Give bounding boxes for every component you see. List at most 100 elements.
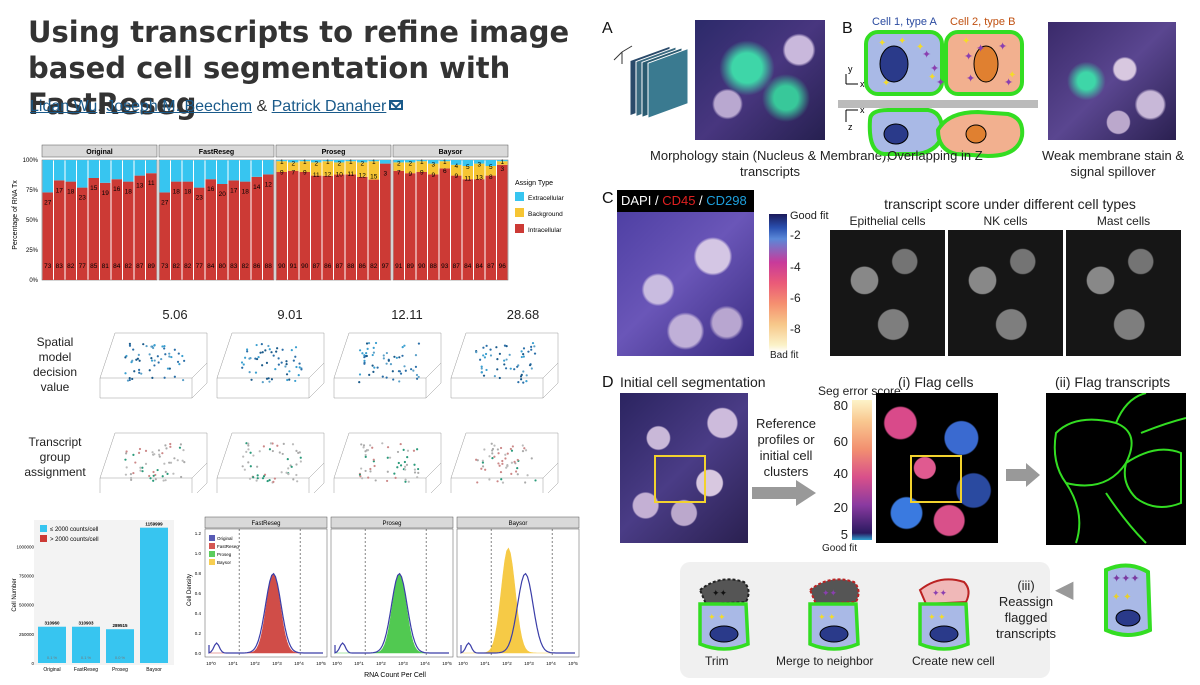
scatter-point [522, 381, 525, 384]
y-tick-label: 1.2 [195, 531, 202, 536]
scatter-point [166, 472, 169, 475]
scatter-point [177, 352, 180, 355]
y-tick-label: 75% [26, 188, 39, 194]
scatter-point [498, 352, 501, 355]
scatter-point [288, 378, 291, 381]
x-tick-label: 10^5 [316, 661, 326, 666]
scatter-point [169, 445, 172, 448]
author-link[interactable]: Joseph M. Beechem [106, 98, 253, 115]
bar-extracellular [311, 160, 322, 163]
scatter-point [485, 344, 488, 347]
facet-strip [392, 144, 509, 158]
scatter-point [498, 464, 501, 467]
scatter-point [124, 452, 128, 455]
scatter-point [183, 461, 186, 464]
bar-extracellular [100, 160, 111, 183]
flagged-region [698, 578, 750, 606]
purple-transcript: ✦ [998, 41, 1007, 53]
scatter-point [417, 375, 420, 379]
svg-text:✦✦✦: ✦✦✦ [1112, 573, 1140, 585]
scatter-point [413, 468, 417, 471]
bar-value-label: 1 [443, 159, 447, 166]
legend-label: Original [217, 536, 233, 541]
bar-value-label: 90 [278, 263, 286, 270]
panel-b-caption-2: Weak membrane stain & signal spillover [1041, 148, 1185, 179]
flag-transcripts-image [1046, 393, 1186, 545]
bar-extracellular [228, 160, 239, 181]
op-label: Create new cell [912, 654, 995, 668]
bar-value-label: 77 [79, 263, 87, 270]
scatter-point [484, 352, 488, 356]
stain-sep: / [695, 193, 707, 208]
scatter-point [488, 455, 491, 458]
bar-sub-label: 0.1 % [47, 655, 58, 660]
arrow-right-icon [752, 480, 816, 506]
scatter-point [286, 378, 289, 382]
bar-extracellular [345, 160, 356, 162]
purple-transcript: ✦ [966, 73, 975, 85]
arrow-left-icon: ◀ [1055, 576, 1074, 603]
bar-intracellular [159, 192, 170, 280]
legend-label: Baysor [217, 560, 232, 565]
scatter-point [406, 456, 409, 459]
scatter-point [475, 458, 478, 461]
scale-tick: -8 [790, 322, 801, 336]
bar-extracellular [194, 160, 205, 188]
bar-extracellular [276, 160, 287, 162]
scatter-point [504, 453, 507, 456]
bar-value-label: 9 [454, 173, 458, 180]
legend-swatch [40, 525, 47, 532]
scatter-point [264, 349, 267, 352]
scatter-point [150, 345, 153, 348]
bar-value-label: 14 [253, 184, 261, 191]
flag-cells-label: (i) Flag cells [898, 374, 974, 390]
scatter-point [244, 356, 247, 359]
scatter-point [163, 347, 166, 350]
scatter-point [144, 462, 148, 465]
legend-label: Intracellular [528, 227, 562, 234]
scatter-point [385, 351, 388, 355]
scatter-point [364, 469, 367, 473]
bar-value-label: 84 [476, 263, 484, 270]
mail-icon[interactable] [389, 100, 404, 110]
scatter-point [298, 362, 301, 365]
scatter-point [385, 362, 388, 365]
scatter-point [248, 371, 251, 374]
x-tick-label: 10^1 [480, 661, 490, 666]
bar-value-label: 1 [280, 159, 284, 166]
bar-value-label: 23 [79, 195, 87, 202]
scale-tick: -4 [790, 260, 801, 274]
scatter-point [493, 455, 496, 458]
bar-value-label: 11 [464, 176, 471, 183]
page-title: Using transcripts to refine image based … [28, 15, 570, 121]
scatter-point [509, 447, 512, 451]
y-tick-label: 25% [26, 248, 39, 254]
scatter-point [404, 468, 407, 471]
scatter-point [295, 365, 298, 369]
scatter-point [182, 449, 185, 452]
initial-seg-label: Initial cell segmentation [620, 374, 766, 390]
y-axis-label: Cell Density [187, 574, 193, 606]
scatter-point [246, 348, 249, 351]
scatter-point [140, 372, 143, 375]
purple-transcript: ✦ [936, 77, 945, 89]
bar-value-label: 18 [125, 189, 133, 196]
author-link[interactable]: Lidan Wu [30, 98, 98, 115]
scatter-point [414, 365, 418, 368]
scatter-point [168, 355, 171, 358]
plot-box [216, 332, 325, 399]
bar-intracellular [311, 175, 322, 280]
x-tick-label: 10^0 [458, 661, 468, 666]
scatter-point [501, 459, 504, 463]
scatter-point [489, 354, 493, 357]
scatter-point [483, 356, 487, 359]
plot-box [333, 432, 442, 493]
scatter-point [491, 447, 495, 451]
scatter-point [285, 471, 288, 474]
nucleus-2-z [965, 124, 987, 144]
bar-value-label: 84 [464, 263, 472, 270]
scatter-point [365, 354, 368, 358]
bar-extracellular [182, 160, 193, 182]
scatter-point [173, 348, 176, 351]
author-link[interactable]: Patrick Danaher [271, 98, 387, 115]
